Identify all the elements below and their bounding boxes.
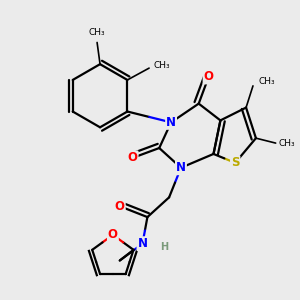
Text: O: O bbox=[204, 70, 214, 83]
Text: CH₃: CH₃ bbox=[153, 61, 170, 70]
Text: CH₃: CH₃ bbox=[89, 28, 105, 37]
Text: O: O bbox=[128, 152, 138, 164]
Text: O: O bbox=[108, 228, 118, 241]
Text: O: O bbox=[115, 200, 125, 213]
Text: H: H bbox=[160, 242, 168, 252]
Text: S: S bbox=[231, 156, 239, 169]
Text: N: N bbox=[137, 237, 148, 250]
Text: CH₃: CH₃ bbox=[279, 139, 295, 148]
Text: N: N bbox=[166, 116, 176, 129]
Text: N: N bbox=[176, 161, 186, 174]
Text: CH₃: CH₃ bbox=[259, 77, 275, 86]
